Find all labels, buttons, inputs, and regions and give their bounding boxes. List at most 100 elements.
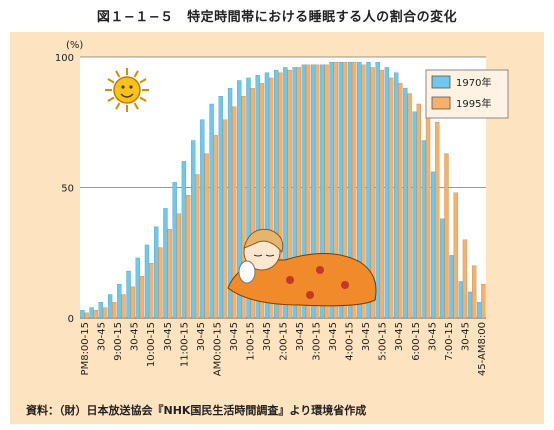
- x-tick-label: 30-45: [196, 322, 207, 351]
- x-tick-label: 1:00-15: [245, 322, 256, 361]
- bar-1995年-4: [121, 294, 126, 319]
- x-tick-labels: PM8:00-15 30-45 9:00-15 30-45 10:00-15 30-45 1…: [80, 322, 488, 376]
- x-tick-label: 6:00-15: [411, 322, 422, 361]
- bar-1995年-33: [388, 77, 394, 319]
- bar-1970年-20: [264, 72, 270, 319]
- bar-1995年-17: [241, 96, 246, 319]
- x-tick-label: 30-45: [361, 322, 372, 351]
- bar-1970年-8: [154, 226, 159, 319]
- x-tick-label: 30-45: [97, 322, 108, 351]
- x-tick-label: 30-45: [460, 322, 471, 351]
- bar-1995年-34: [398, 82, 403, 319]
- bar-1970年-17: [237, 80, 242, 319]
- bar-1995年-35: [407, 93, 412, 319]
- bar-1995年-11: [185, 195, 191, 319]
- bar-1995年-20: [269, 77, 274, 319]
- bar-1970年-7: [144, 244, 150, 319]
- bar-1995年-8: [158, 247, 163, 319]
- bar-1970年-39: [440, 218, 445, 319]
- bar-1970年-28: [338, 62, 343, 319]
- bar-1970年-38: [430, 171, 436, 319]
- bar-1970年-42: [467, 291, 473, 319]
- source-note: 資料：（財）日本放送協会『NHK国民生活時間調査』より環境省作成: [26, 404, 367, 417]
- bar-1995年-15: [222, 119, 228, 319]
- bar-1970年-15: [218, 96, 223, 319]
- bar-1995年-19: [259, 82, 265, 319]
- x-tick-label: 5:00-15: [378, 322, 389, 361]
- bar-1995年-2: [102, 307, 108, 319]
- bar-1995年-27: [333, 62, 338, 319]
- bar-1970年-43: [477, 302, 482, 319]
- bar-1995年-6: [139, 276, 145, 319]
- bar-1970年-9: [163, 208, 168, 319]
- x-tick-label: 30-45: [295, 322, 306, 351]
- bar-1970年-40: [449, 255, 454, 319]
- bar-1970年-3: [107, 294, 113, 319]
- bar-1970年-26: [320, 64, 325, 319]
- sleeping-child-illustration: [227, 228, 377, 307]
- bar-1970年-31: [366, 62, 371, 319]
- x-tick-label: 30-45: [328, 322, 339, 351]
- x-tick-label: 45-AM8:00: [477, 322, 488, 376]
- x-tick-label: PM8:00-15: [80, 322, 91, 375]
- bar-1995年-39: [444, 153, 449, 319]
- bar-1995年-42: [472, 265, 477, 319]
- bar-1995年-13: [204, 153, 209, 319]
- bar-1970年-36: [412, 111, 417, 319]
- y-tick-label: 50: [61, 184, 74, 195]
- bar-1970年-0: [80, 310, 85, 319]
- bar-1970年-12: [190, 140, 196, 319]
- bar-1970年-16: [227, 88, 233, 319]
- bar-1970年-25: [310, 64, 316, 319]
- bar-1995年-23: [296, 67, 301, 319]
- x-tick-label: 30-45: [427, 322, 438, 351]
- bar-1995年-31: [370, 67, 375, 319]
- bar-1970年-4: [117, 283, 122, 319]
- bar-1970年-19: [255, 75, 260, 319]
- bar-1995年-32: [379, 69, 385, 319]
- bar-1995年-9: [167, 229, 172, 319]
- x-tick-label: 11:00-15: [179, 322, 190, 367]
- bar-1970年-24: [301, 64, 307, 319]
- bar-1995年-24: [305, 64, 311, 319]
- x-tick-label: 30-45: [229, 322, 240, 351]
- y-axis-label: (%): [66, 40, 83, 51]
- bar-1995年-1: [93, 310, 98, 319]
- bar-1995年-25: [315, 64, 320, 319]
- bar-1970年-30: [357, 62, 362, 319]
- bar-1970年-41: [458, 281, 463, 319]
- legend-label-1995: 1995年: [456, 97, 491, 110]
- bar-1995年-7: [149, 263, 154, 319]
- figure-title: 図１−１−５ 特定時間帯における睡眠する人の割合の変化: [96, 10, 458, 25]
- bar-1970年-33: [384, 67, 390, 319]
- x-tick-label: 9:00-15: [113, 322, 124, 361]
- bar-1995年-38: [435, 122, 440, 319]
- x-tick-label: 30-45: [163, 322, 174, 351]
- bar-1970年-10: [172, 182, 177, 319]
- bar-1995年-41: [462, 239, 468, 319]
- y-tick-labels: 0 50 100: [55, 53, 74, 325]
- bar-1970年-34: [393, 72, 399, 319]
- bar-1970年-23: [292, 67, 297, 319]
- x-tick-label: 2:00-15: [279, 322, 290, 361]
- bar-1995年-40: [453, 192, 458, 319]
- bar-1970年-32: [375, 62, 380, 319]
- legend: 1970年 1995年: [425, 69, 509, 119]
- bar-1995年-21: [278, 72, 283, 319]
- bar-1995年-0: [84, 312, 89, 319]
- bar-1970年-35: [403, 88, 408, 319]
- bar-1995年-36: [416, 103, 421, 319]
- legend-label-1970: 1970年: [456, 76, 491, 89]
- x-tick-label: 30-45: [394, 322, 405, 351]
- bar-1995年-26: [324, 64, 329, 319]
- bars-group: [80, 62, 486, 319]
- x-tick-label: 3:00-15: [312, 322, 323, 361]
- bar-1995年-30: [361, 64, 366, 319]
- bar-1995年-5: [130, 286, 135, 319]
- bar-1970年-1: [89, 307, 94, 319]
- bar-1995年-3: [112, 302, 117, 319]
- bar-1995年-14: [213, 135, 218, 319]
- bar-1995年-12: [195, 174, 200, 319]
- bar-1970年-22: [283, 67, 288, 319]
